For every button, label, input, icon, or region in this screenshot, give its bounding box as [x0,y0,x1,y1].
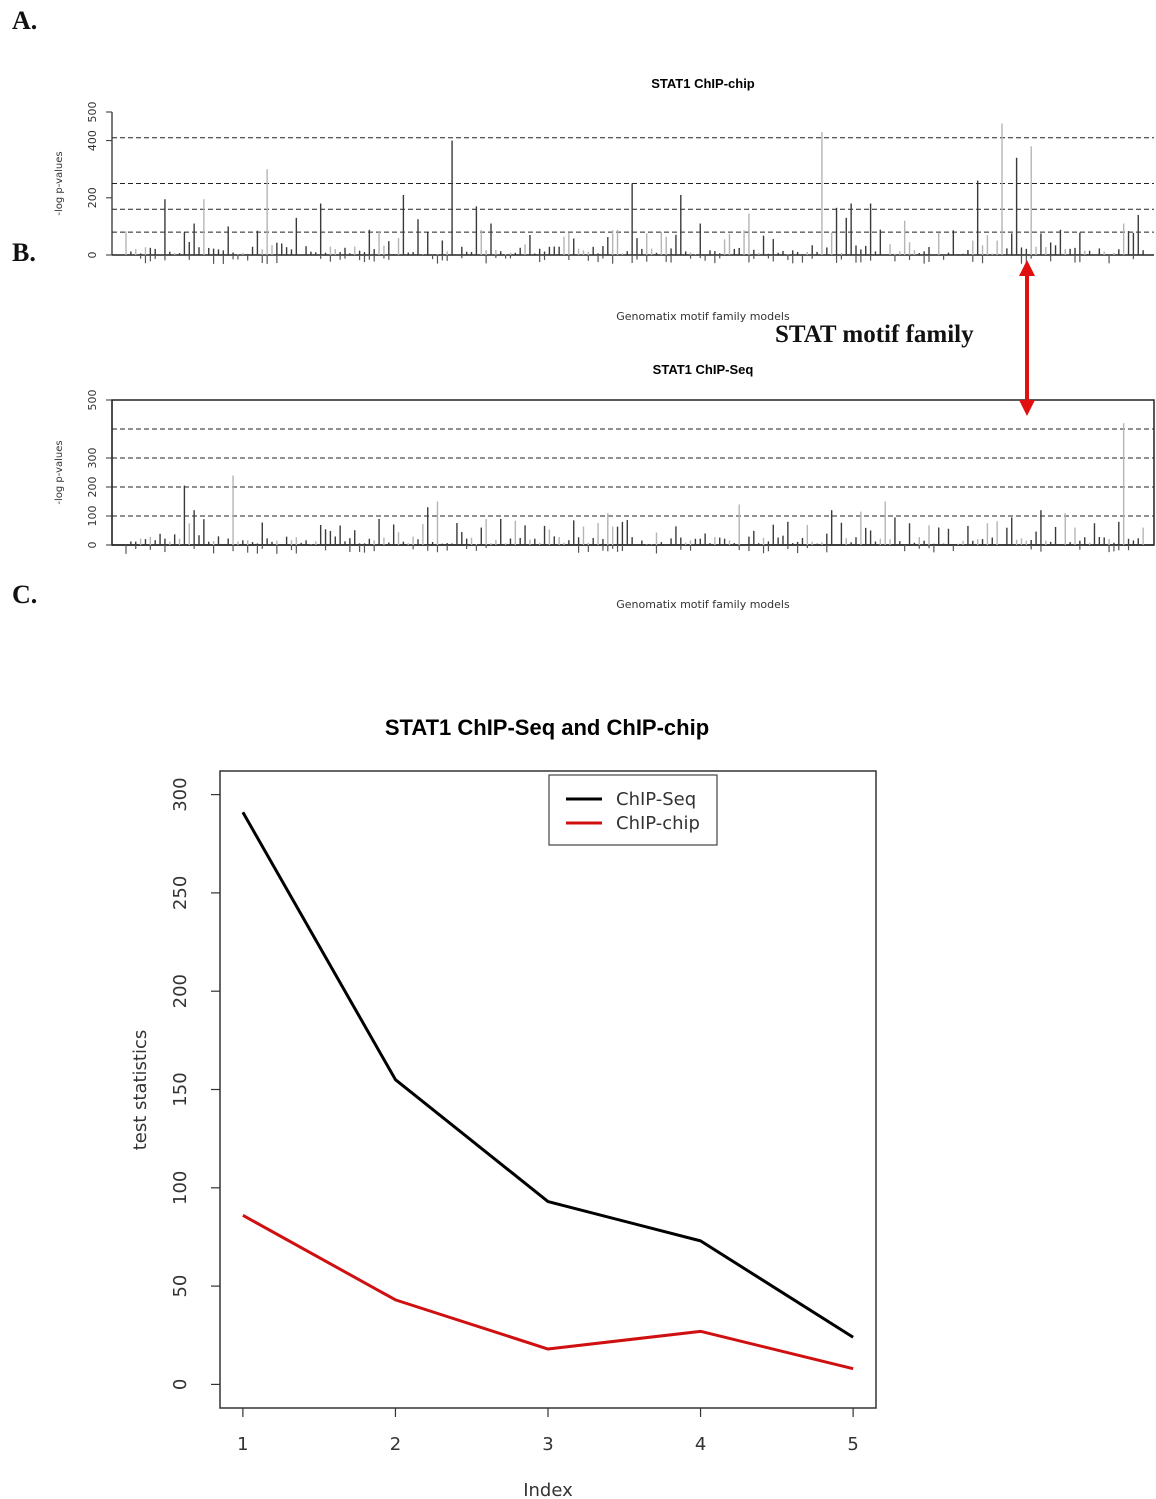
y-axis-label: -log p-values [54,151,65,215]
legend-entry: ChIP-Seq [616,789,696,810]
y-tick-label: 400 [86,130,99,151]
chart-title: STAT1 ChIP-Seq and ChIP-chip [385,715,709,740]
x-tick-label: 1 [237,1434,248,1455]
y-tick-label: 150 [170,1072,191,1106]
y-tick-label: 0 [170,1379,191,1390]
plot-frame [219,770,877,1409]
series-line-chip-chip [242,1214,854,1371]
y-tick-label: 500 [86,390,99,411]
y-tick-label: 0 [86,542,99,549]
y-tick-label: 200 [170,974,191,1008]
y-tick-label: 200 [86,187,99,208]
x-tick-label: 2 [390,1434,401,1455]
chip-seq-panel: 0 100 200 300 500 STAT1 ChIP-Seq Genomatix mot… [54,362,1155,611]
stat-motif-annotation: STAT motif family [775,260,1035,416]
legend-box [548,774,718,846]
y-axis-label: test statistics [130,1030,151,1151]
x-axis-label: Genomatix motif family models [616,598,790,611]
legend: ChIP-Seq ChIP-chip [548,774,718,846]
x-tick-label: 5 [847,1434,858,1455]
chart-title: STAT1 ChIP-chip [651,76,755,91]
y-tick-label: 500 [86,102,99,123]
y-tick-label: 200 [86,477,99,498]
chip-chip-panel: 0 200 400 500 STAT1 ChIP-chip Genomatix motif… [54,76,1154,323]
x-tick-label: 4 [695,1434,706,1455]
y-tick-label: 0 [86,252,99,259]
legend-entry: ChIP-chip [616,813,700,834]
y-tick-label: 300 [170,777,191,811]
y-axis-label: -log p-values [54,440,65,504]
panel-label-a: A. [12,6,38,35]
series-line-chip-seq [241,811,854,1339]
chart-title: STAT1 ChIP-Seq [653,362,754,377]
panel-label-b: B. [12,238,36,267]
x-tick-label: 3 [542,1434,553,1455]
y-tick-label: 100 [86,506,99,527]
annotation-label: STAT motif family [775,321,974,348]
panel-label-c: C. [12,580,38,609]
y-tick-label: 100 [170,1171,191,1205]
y-tick-label: 250 [170,876,191,910]
x-axis-label: Index [523,1480,573,1499]
y-tick-label: 300 [86,448,99,469]
y-tick-label: 50 [170,1275,191,1298]
x-axis-label: Genomatix motif family models [616,310,790,323]
